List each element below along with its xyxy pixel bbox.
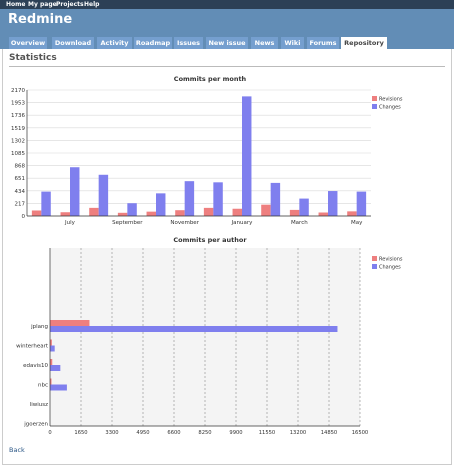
legend-label-changes: Changes <box>379 265 401 271</box>
x-tick-label: 0 <box>48 430 51 436</box>
y-tick-label: 1302 <box>11 138 25 144</box>
top-menu-my-page[interactable]: My page <box>28 1 57 8</box>
tab-wiki[interactable]: Wiki <box>281 37 304 49</box>
x-tick-label: September <box>112 220 143 226</box>
y-tick-label: 868 <box>15 164 26 170</box>
bar-changes-oct <box>156 193 166 216</box>
chart-title-commits-per-month: Commits per month <box>173 75 247 83</box>
y-tick-label: 2170 <box>11 88 25 94</box>
bar-revisions-oct <box>146 211 156 216</box>
commits-per-author-chart: 0 1650 3300 4950 6600 8250 9900 11550 13200 14850… <box>16 248 403 436</box>
bar-changes-edavis10 <box>50 365 61 371</box>
y-tick-label: jplang <box>30 324 48 330</box>
bar-changes-aug <box>98 174 109 216</box>
legend-swatch-revisions <box>372 96 377 101</box>
tab-roadmap[interactable]: Roadmap <box>134 37 172 49</box>
tab-activity[interactable]: Activity <box>97 37 132 49</box>
chart-title-commits-per-author: Commits per author <box>173 236 247 244</box>
tab-repository[interactable]: Repository <box>341 37 387 50</box>
x-tick-label: 4950 <box>136 430 149 436</box>
bar-changes-winterheart <box>50 345 55 352</box>
bar-revisions-jplang <box>50 320 90 326</box>
y-tick-label: 1085 <box>11 151 25 157</box>
bar-changes-nov <box>184 181 195 216</box>
x-tick-label: 6600 <box>167 430 180 436</box>
bar-revisions-apr <box>318 212 328 216</box>
x-tick-label: May <box>351 220 363 226</box>
legend-label-changes: Changes <box>379 105 401 111</box>
x-tick-label: 9900 <box>229 430 242 436</box>
y-tick-label: 434 <box>15 189 26 195</box>
top-menu-home[interactable]: Home <box>6 1 26 8</box>
y-tick-label: 217 <box>15 201 26 207</box>
x-tick-label: 14850 <box>321 430 338 436</box>
y-tick-label: jgoerzen <box>23 422 48 428</box>
bar-changes-jplang <box>50 326 338 332</box>
bar-revisions-jun <box>31 210 42 216</box>
x-tick-label: 1650 <box>74 430 87 436</box>
bar-changes-may <box>356 191 367 216</box>
legend-label-revisions: Revisions <box>379 97 403 103</box>
bar-revisions-jul <box>60 212 70 216</box>
tab-overview[interactable]: Overview <box>9 37 47 49</box>
x-tick-label: 8250 <box>198 430 211 436</box>
bar-revisions-nbc <box>50 378 52 385</box>
y-tick-label: 1736 <box>11 113 25 119</box>
tab-forums[interactable]: Forums <box>307 37 339 49</box>
commits-per-month-chart: 0 217 434 651 868 1085 1302 1519 1736 1953 2170 Jul… <box>11 88 403 226</box>
y-tick-label: 1519 <box>11 126 25 132</box>
bar-revisions-dec <box>203 207 214 216</box>
bar-revisions-sep <box>117 212 128 216</box>
x-tick-label: 16500 <box>352 430 369 436</box>
y-tick-label: winterheart <box>16 344 49 350</box>
y-tick-label: liwiusz <box>30 402 48 408</box>
bar-changes-mar <box>299 198 309 216</box>
bar-changes-dec <box>213 182 223 216</box>
legend-swatch-revisions <box>372 256 377 261</box>
x-tick-label: 3300 <box>105 430 118 436</box>
x-tick-label: January <box>231 220 254 226</box>
bar-revisions-may <box>347 211 357 216</box>
bar-revisions-aug <box>89 207 99 216</box>
title-divider <box>9 66 445 67</box>
bar-changes-jan <box>242 96 252 216</box>
y-tick-label: 1953 <box>11 101 25 107</box>
y-tick-label: 0 <box>22 214 26 220</box>
bar-changes-jul <box>70 167 80 216</box>
y-tick-label: 651 <box>15 176 26 182</box>
bar-revisions-feb <box>261 204 271 216</box>
bar-changes-feb <box>270 182 281 216</box>
top-menu: Home My page Projects Help <box>0 0 454 9</box>
bar-changes-sep <box>127 203 137 216</box>
legend-swatch-changes <box>372 264 377 269</box>
legend-label-revisions: Revisions <box>379 257 403 263</box>
tab-news[interactable]: News <box>251 37 278 49</box>
bar-revisions-winterheart <box>50 339 52 346</box>
x-tick-label: November <box>170 220 199 226</box>
bar-changes-nbc <box>50 384 67 391</box>
bar-revisions-edavis10 <box>50 359 53 365</box>
page-title: Statistics <box>9 53 57 63</box>
x-tick-label: July <box>64 220 76 226</box>
tab-issues[interactable]: Issues <box>174 37 203 49</box>
back-link[interactable]: Back <box>9 446 25 454</box>
bar-revisions-mar <box>289 209 300 216</box>
legend-swatch-changes <box>372 104 377 109</box>
bar-changes-apr <box>328 191 338 216</box>
x-tick-label: 11550 <box>259 430 276 436</box>
top-menu-help[interactable]: Help <box>84 1 100 8</box>
x-tick-label: 13200 <box>290 430 307 436</box>
tab-download[interactable]: Download <box>52 37 94 49</box>
x-tick-label: March <box>291 220 308 226</box>
y-tick-label: edavis10 <box>23 363 48 369</box>
app-title: Redmine <box>8 12 73 27</box>
top-menu-projects[interactable]: Projects <box>56 1 84 8</box>
bar-revisions-nov <box>175 210 185 216</box>
bar-changes-jun <box>41 191 51 216</box>
y-tick-label: nbc <box>38 383 48 389</box>
bar-revisions-jan <box>232 208 242 216</box>
tab-new-issue[interactable]: New issue <box>206 37 248 49</box>
